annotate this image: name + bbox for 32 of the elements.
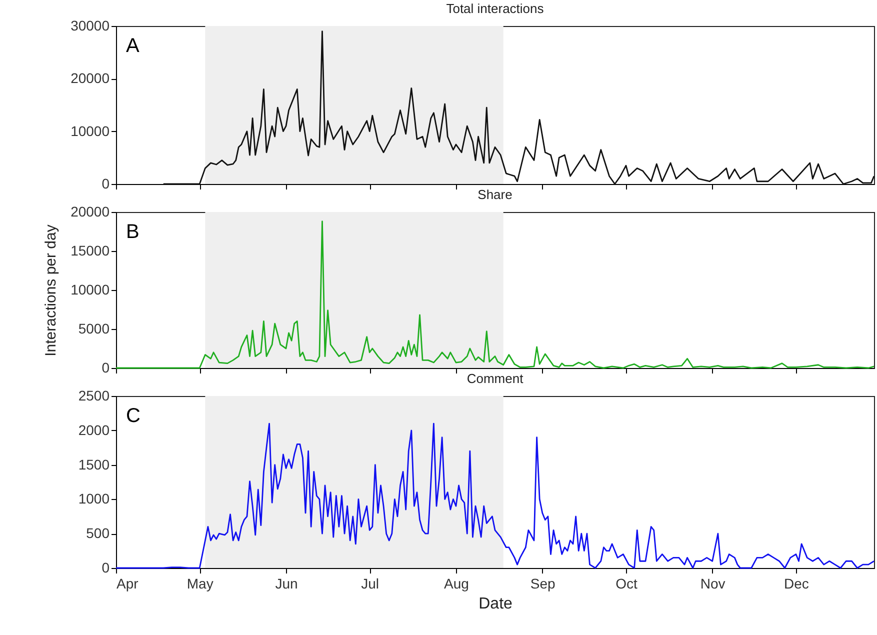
y-tick-label: 1500 — [78, 456, 110, 472]
y-tick-label: 2500 — [78, 388, 110, 404]
y-tick-label: 20000 — [70, 70, 110, 86]
annotation: B — [126, 221, 140, 243]
y-tick-label: 10000 — [70, 122, 110, 139]
y-tick-label: 30000 — [70, 18, 110, 34]
y-tick-label: 2000 — [78, 422, 110, 438]
y-tick-label: 5000 — [78, 320, 110, 336]
y-tick-label: 20000 — [70, 204, 110, 220]
x-axis-title: Date — [478, 596, 512, 612]
x-tick-label: Sep — [530, 576, 556, 592]
x-tick-label: Apr — [116, 576, 139, 592]
x-tick-label: Dec — [784, 576, 809, 592]
chart-title: Total interactions — [446, 1, 544, 16]
chart-title: Share — [478, 187, 512, 202]
y-tick-label: 0 — [102, 360, 110, 376]
x-tick-label: Oct — [616, 576, 638, 592]
annotation: C — [126, 405, 140, 427]
y-tick-label: 15000 — [70, 242, 110, 258]
y-tick-label: 10000 — [70, 282, 110, 298]
chart-title: Comment — [466, 371, 524, 386]
x-tick-label: May — [186, 576, 214, 592]
y-tick-label: 0 — [102, 560, 110, 576]
x-tick-label: Jun — [275, 576, 298, 592]
x-tick-label: Aug — [444, 576, 469, 592]
x-tick-label: Nov — [700, 576, 726, 592]
y-axis-title: Interactions per day — [42, 224, 60, 356]
y-tick-label: 500 — [86, 525, 110, 542]
y-tick-label: 0 — [102, 176, 110, 192]
annotation: A — [126, 35, 140, 57]
x-tick-label: Jul — [361, 576, 380, 592]
y-tick-label: 1000 — [78, 490, 110, 507]
